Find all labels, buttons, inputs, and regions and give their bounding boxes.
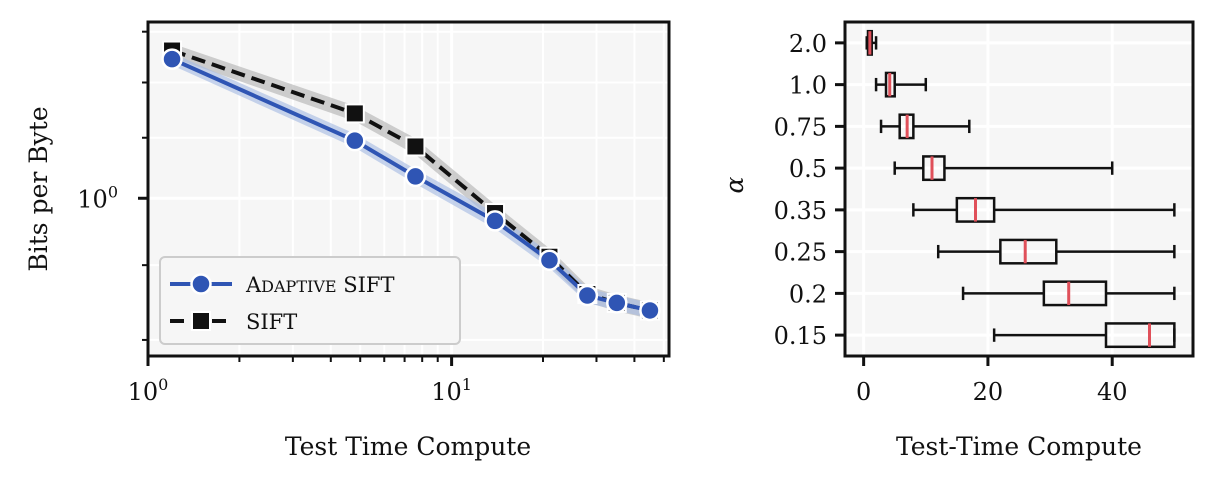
right-y-tick-label: 2.0 <box>789 30 827 58</box>
left-series-markers <box>161 40 661 322</box>
left-y-axis-label: Bits per Byte <box>24 106 53 271</box>
legend-marker-adaptive-sift <box>190 273 212 295</box>
point-adaptive-sift <box>538 249 561 271</box>
right-y-tick-label: 0.35 <box>774 197 827 225</box>
right-plot-background <box>845 22 1193 356</box>
right-y-axis-label: α <box>720 176 749 193</box>
legend-label-1: SIFT <box>246 310 297 334</box>
right-x-tick-label: 40 <box>1097 378 1128 406</box>
legend-label-0: ADAPTIVE SIFT <box>245 273 394 297</box>
right-y-tick-label: 0.5 <box>789 155 827 183</box>
box-iqr <box>1104 322 1176 349</box>
point-adaptive-sift <box>576 284 599 307</box>
right-x-axis-label: Test-Time Compute <box>896 432 1142 461</box>
point-adaptive-sift <box>639 299 661 322</box>
left-confidence-bands <box>172 43 650 319</box>
box-iqr <box>922 155 946 182</box>
legend: ADAPTIVE SIFT SIFT <box>159 256 461 345</box>
legend-entries: ADAPTIVE SIFT SIFT <box>170 273 394 334</box>
right-tick-labels: 0 20 40 2.0 1.0 0.75 0.5 0.35 0.25 0.2 0.15 <box>774 30 1128 406</box>
left-chart: 100 101 100 Test Time Compute Bits per Byt… <box>24 20 671 461</box>
right-y-tick-label: 0.15 <box>774 322 827 350</box>
band-0 <box>172 53 650 319</box>
point-adaptive-sift <box>344 129 366 152</box>
left-y-tick-label: 100 <box>77 182 118 213</box>
right-axis-ticks <box>835 41 1114 366</box>
point-adaptive-sift <box>606 292 628 314</box>
point-sift <box>405 136 426 157</box>
left-plot-frame <box>146 20 671 358</box>
box-iqr <box>1042 280 1108 307</box>
left-x-tick-label: 101 <box>431 375 472 406</box>
right-boxplots <box>865 29 1176 349</box>
right-plot-frame <box>843 20 1195 358</box>
right-x-tick-label: 0 <box>856 378 871 406</box>
right-y-tick-label: 1.0 <box>789 72 827 100</box>
right-y-tick-label: 0.2 <box>789 280 827 308</box>
legend-marker-sift <box>191 311 211 331</box>
right-y-tick-label: 0.25 <box>774 239 827 267</box>
box-iqr <box>999 238 1058 265</box>
left-x-tick-label: 100 <box>128 375 169 406</box>
band-1 <box>172 43 650 319</box>
legend-box <box>159 256 461 345</box>
point-sift <box>344 103 365 124</box>
point-adaptive-sift <box>161 48 183 70</box>
point-adaptive-sift <box>484 210 506 232</box>
right-y-tick-label: 0.75 <box>774 113 827 141</box>
left-x-axis-label: Test Time Compute <box>285 432 531 461</box>
right-x-tick-label: 20 <box>973 378 1004 406</box>
right-chart: 0 20 40 2.0 1.0 0.75 0.5 0.35 0.25 0.2 0.15 Test-T… <box>720 20 1195 461</box>
point-adaptive-sift <box>404 165 427 188</box>
left-axis-ticks <box>138 30 665 366</box>
